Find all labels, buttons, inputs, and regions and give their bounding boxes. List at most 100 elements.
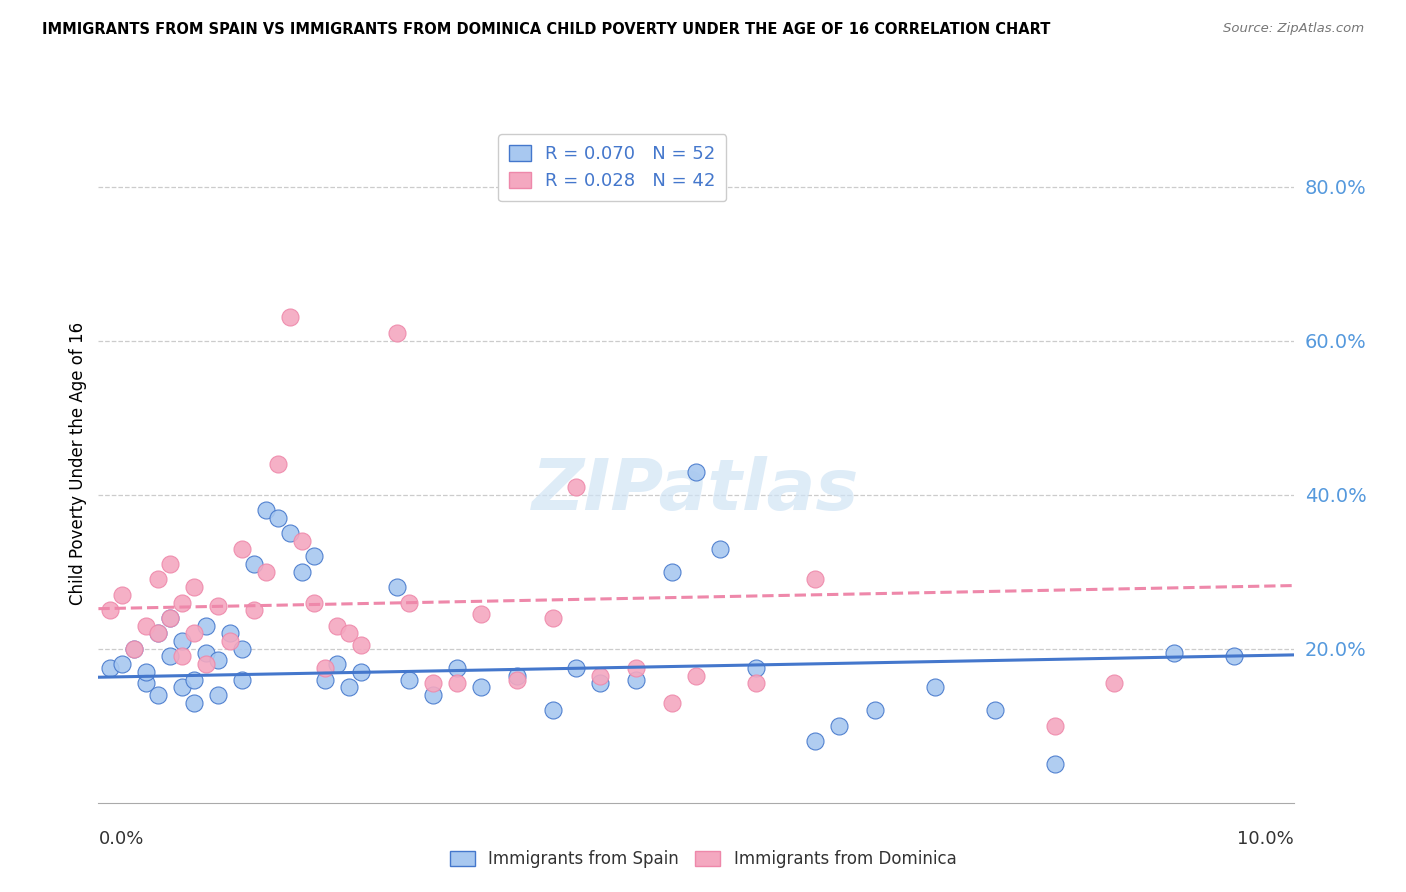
Point [219,634,242,648]
Point [98,661,122,675]
Point [709,541,731,556]
Point [135,618,157,632]
Point [745,661,768,675]
Point [661,696,683,710]
Point [385,580,409,594]
Point [194,618,218,632]
Point [339,680,360,694]
Point [350,665,373,679]
Point [172,680,194,694]
Point [565,480,588,494]
Point [1043,757,1066,772]
Point [589,676,612,690]
Text: 0.0%: 0.0% [98,830,143,847]
Point [1223,649,1246,664]
Point [278,310,301,325]
Point [183,696,205,710]
Point [565,661,588,675]
Point [194,657,218,672]
Point [983,703,1005,717]
Point [398,673,420,687]
Point [422,688,444,702]
Point [339,626,360,640]
Point [506,673,529,687]
Point [111,657,134,672]
Point [685,669,707,683]
Point [278,526,301,541]
Point [231,673,253,687]
Point [124,641,146,656]
Point [254,503,277,517]
Point [541,703,564,717]
Point [159,611,181,625]
Point [661,565,683,579]
Point [111,588,134,602]
Point [219,626,242,640]
Point [254,565,277,579]
Point [302,549,325,564]
Point [315,673,337,687]
Point [148,688,170,702]
Point [159,557,181,571]
Point [194,646,218,660]
Point [231,641,253,656]
Point [398,595,420,609]
Point [302,595,325,609]
Text: 10.0%: 10.0% [1237,830,1294,847]
Point [924,680,946,694]
Point [470,680,492,694]
Point [148,626,170,640]
Point [326,618,349,632]
Point [172,595,194,609]
Point [159,611,181,625]
Point [183,673,205,687]
Point [98,603,122,617]
Legend: Immigrants from Spain, Immigrants from Dominica: Immigrants from Spain, Immigrants from D… [443,844,963,875]
Point [624,661,647,675]
Point [470,607,492,621]
Point [231,541,253,556]
Point [326,657,349,672]
Point [1104,676,1126,690]
Point [183,626,205,640]
Text: Source: ZipAtlas.com: Source: ZipAtlas.com [1223,22,1364,36]
Point [172,649,194,664]
Point [159,649,181,664]
Point [865,703,887,717]
Point [267,510,290,524]
Point [624,673,647,687]
Point [183,580,205,594]
Point [828,719,851,733]
Point [804,573,827,587]
Point [148,573,170,587]
Point [135,676,157,690]
Point [745,676,768,690]
Point [350,638,373,652]
Point [685,465,707,479]
Text: ZIPatlas: ZIPatlas [533,457,859,525]
Point [1163,646,1185,660]
Point [589,669,612,683]
Point [124,641,146,656]
Text: IMMIGRANTS FROM SPAIN VS IMMIGRANTS FROM DOMINICA CHILD POVERTY UNDER THE AGE OF: IMMIGRANTS FROM SPAIN VS IMMIGRANTS FROM… [42,22,1050,37]
Point [290,533,312,548]
Point [446,676,468,690]
Point [243,557,266,571]
Point [804,734,827,748]
Point [446,661,468,675]
Point [1043,719,1066,733]
Point [315,661,337,675]
Point [207,688,229,702]
Point [148,626,170,640]
Y-axis label: Child Poverty Under the Age of 16: Child Poverty Under the Age of 16 [69,322,87,606]
Point [506,669,529,683]
Point [422,676,444,690]
Point [290,565,312,579]
Point [243,603,266,617]
Point [385,326,409,340]
Point [541,611,564,625]
Point [207,653,229,667]
Point [207,599,229,614]
Point [135,665,157,679]
Legend: R = 0.070   N = 52, R = 0.028   N = 42: R = 0.070 N = 52, R = 0.028 N = 42 [498,134,727,201]
